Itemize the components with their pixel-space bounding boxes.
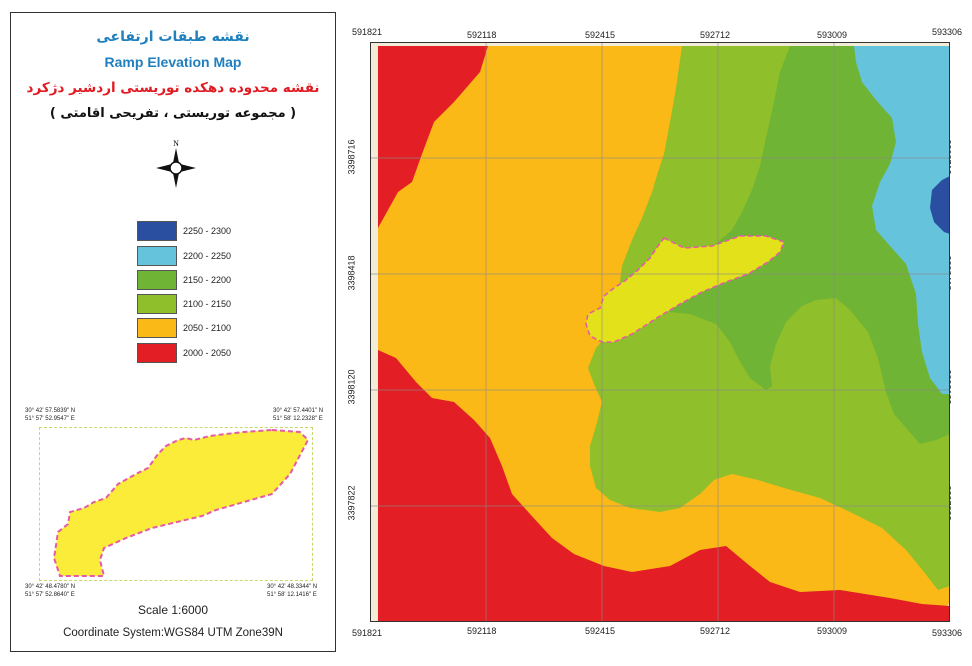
inset-boundary-shape [52, 428, 310, 577]
site-boundary [585, 235, 786, 343]
inset-corner-bottom-left: 30° 42' 48.4780" N 51° 57' 52.8640" E [25, 584, 76, 598]
legend-row: 2250 - 2300 [137, 221, 231, 241]
zone-2200-2250 [854, 46, 950, 394]
grid-label-easting: 592415 [585, 626, 616, 636]
legend-row: 2200 - 2250 [137, 246, 231, 266]
grid-label-easting: 591821 [352, 27, 383, 37]
legend-row: 2100 - 2150 [137, 294, 231, 314]
title-persian: نقشه طبقات ارتفاعی [96, 29, 250, 45]
legend-panel: نقشه طبقات ارتفاعی Ramp Elevation Map نق… [10, 12, 336, 652]
legend-label: 2050 - 2100 [183, 323, 232, 333]
elevation-map [370, 42, 950, 622]
legend-label: 2200 - 2250 [183, 251, 232, 261]
legend-row: 2000 - 2050 [137, 343, 231, 363]
zone-2250-2300 [930, 176, 950, 234]
grid-label-easting: 592712 [700, 30, 731, 40]
north-arrow-icon: N [156, 139, 196, 188]
zone-2000-2050 [378, 350, 950, 622]
legend-swatch [137, 270, 177, 290]
legend-label: 2100 - 2150 [183, 299, 232, 309]
legend-label: 2150 - 2200 [183, 275, 232, 285]
legend-swatch [137, 294, 177, 314]
grid-label-easting: 592712 [700, 626, 731, 636]
inset-map [39, 427, 313, 581]
grid-label-easting: 593009 [817, 626, 848, 636]
grid-label-easting: 593306 [932, 27, 963, 37]
elevation-map-canvas [370, 42, 950, 622]
legend-label: 2250 - 2300 [183, 226, 232, 236]
legend-swatch [137, 246, 177, 266]
grid-label-easting: 591821 [352, 628, 383, 638]
scale-label: Scale 1:6000 [137, 603, 209, 617]
grid-label-northing: 3398716 [346, 139, 357, 175]
legend-row: 2150 - 2200 [137, 270, 231, 290]
legend-swatch [137, 318, 177, 338]
inset-corner-top-right: 30° 42' 57.4401" N 51° 58' 12.2328" E [273, 408, 324, 422]
coordinate-system-label: Coordinate System:WGS84 UTM Zone39N [63, 627, 283, 639]
inset-corner-bottom-right: 30° 42' 48.3344" N 51° 58' 12.1416" E [267, 584, 318, 598]
subtitle2-persian: ( مجموعه توریستی ، تفریحی اقامتی ) [49, 106, 297, 121]
zone-2000-2050 [378, 46, 488, 228]
subtitle-persian: نقشه محدوده دهکده توریستی اردشیر دژکرد [26, 80, 320, 96]
title-english: Ramp Elevation Map [104, 54, 242, 70]
legend-label: 2000 - 2050 [183, 348, 232, 358]
grid-label-easting: 593009 [817, 30, 848, 40]
grid-label-easting: 592118 [467, 30, 497, 40]
inset-corner-top-left: 30° 42' 57.5839" N 51° 57' 52.9547" E [25, 408, 76, 422]
grid-label-easting: 592118 [467, 626, 497, 636]
grid-label-northing: 3397822 [346, 485, 357, 521]
legend-swatch [137, 221, 177, 241]
legend-swatch [137, 343, 177, 363]
grid-label-northing: 3398418 [346, 255, 357, 291]
grid-label-easting: 593306 [932, 628, 963, 638]
north-label: N [173, 139, 179, 148]
map-grid [370, 42, 950, 622]
zone-2150-2200 [648, 46, 950, 444]
grid-label-northing: 3398120 [346, 369, 357, 405]
legend-row: 2050 - 2100 [137, 318, 231, 338]
grid-label-easting: 592415 [585, 30, 616, 40]
